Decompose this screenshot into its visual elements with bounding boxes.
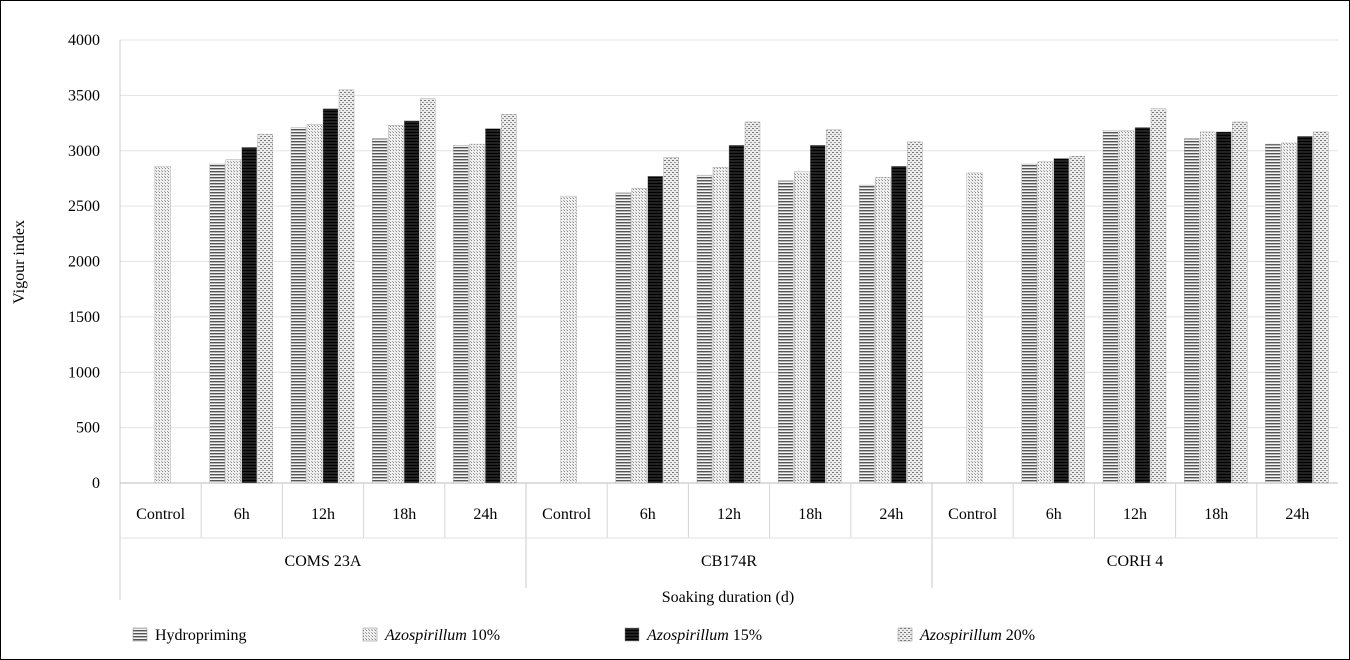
legend-label: Azospirillum 10% — [384, 627, 500, 644]
bar-azospirillum-10- — [225, 159, 242, 484]
bar-azospirillum-10- — [1118, 130, 1135, 484]
bar-control — [154, 166, 171, 484]
bar-azospirillum-10- — [1281, 142, 1297, 484]
bar-hydropriming — [1265, 143, 1281, 484]
y-tick-label: 1500 — [68, 309, 100, 326]
group-label: CORH 4 — [1107, 553, 1163, 570]
bar-azospirillum-20- — [338, 89, 355, 484]
x-axis-title: Soaking duration (d) — [662, 589, 794, 606]
bar-azospirillum-15- — [1297, 136, 1313, 484]
y-tick-label: 0 — [92, 475, 100, 492]
bar-azospirillum-15- — [1134, 127, 1151, 484]
bar-azospirillum-20- — [744, 121, 761, 484]
bar-hydropriming — [1102, 130, 1119, 484]
bar-azospirillum-20- — [907, 141, 923, 484]
bar-hydropriming — [453, 145, 469, 484]
bar-azospirillum-15- — [647, 176, 663, 484]
bar-hydropriming — [778, 180, 794, 484]
y-tick-label: 4000 — [68, 32, 100, 49]
bar-azospirillum-15- — [241, 147, 258, 484]
category-label: 12h — [311, 506, 335, 523]
legend-swatch — [132, 627, 148, 642]
bar-azospirillum-10- — [1199, 131, 1216, 484]
y-tick-label: 500 — [76, 420, 100, 437]
bar-azospirillum-15- — [1215, 131, 1232, 484]
bar-azospirillum-15- — [728, 145, 745, 484]
bar-azospirillum-20- — [1231, 121, 1248, 484]
category-label: Control — [136, 506, 185, 523]
bar-azospirillum-15- — [891, 166, 907, 484]
bar-azospirillum-15- — [485, 128, 501, 484]
legend-label: Hydropriming — [155, 627, 247, 644]
y-tick-label: 2000 — [68, 254, 100, 271]
bar-azospirillum-15- — [1053, 158, 1070, 484]
legend-label: Azospirillum 20% — [919, 627, 1035, 644]
category-label: 12h — [717, 506, 741, 523]
legend: Hydropriming Azospirillum 10% Azospirillum… — [132, 627, 1035, 644]
group-label: CB174R — [701, 553, 757, 570]
y-tick-label: 2500 — [68, 198, 100, 215]
bar-azospirillum-20- — [1313, 131, 1329, 484]
bar-azospirillum-15- — [322, 108, 339, 484]
bar-azospirillum-10- — [388, 125, 404, 484]
bars — [154, 89, 1329, 484]
bar-control — [966, 172, 983, 484]
bar-azospirillum-20- — [663, 157, 679, 484]
bar-azospirillum-10- — [469, 143, 485, 484]
y-tick-label: 1000 — [68, 364, 100, 381]
y-axis-title: Vigour index — [11, 220, 28, 304]
category-label: 18h — [798, 506, 822, 523]
y-tick-label: 3000 — [68, 143, 100, 160]
bar-azospirillum-20- — [1069, 156, 1086, 484]
bar-hydropriming — [615, 192, 631, 484]
category-label: 18h — [392, 506, 416, 523]
group-label: COMS 23A — [285, 553, 362, 570]
bar-azospirillum-15- — [810, 145, 826, 484]
bar-azospirillum-20- — [420, 98, 436, 484]
category-label: 6h — [640, 506, 656, 523]
y-tick-label: 3500 — [68, 87, 100, 104]
bar-hydropriming — [290, 127, 307, 484]
category-label: Control — [948, 506, 997, 523]
legend-swatch — [362, 627, 378, 642]
bar-azospirillum-20- — [1150, 108, 1167, 484]
category-label: 24h — [473, 506, 497, 523]
bar-azospirillum-20- — [826, 129, 842, 484]
category-label: 18h — [1204, 506, 1228, 523]
bar-azospirillum-15- — [404, 120, 420, 484]
bar-azospirillum-20- — [257, 133, 273, 484]
bar-hydropriming — [1021, 163, 1037, 484]
bar-control — [560, 195, 577, 484]
legend-swatch — [624, 627, 640, 642]
category-label: Control — [542, 506, 591, 523]
category-label: 24h — [879, 506, 903, 523]
bar-azospirillum-10- — [1037, 161, 1054, 484]
legend-label: Azospirillum 15% — [646, 627, 762, 644]
bar-hydropriming — [859, 184, 875, 484]
category-label: 6h — [1046, 506, 1062, 523]
bar-azospirillum-10- — [794, 171, 810, 484]
bar-hydropriming — [1183, 138, 1200, 484]
category-label: 6h — [234, 506, 250, 523]
bar-hydropriming — [696, 174, 713, 484]
bar-azospirillum-20- — [501, 114, 517, 484]
category-label: 24h — [1285, 506, 1309, 523]
bar-hydropriming — [209, 163, 226, 484]
category-label: 12h — [1123, 506, 1147, 523]
bar-azospirillum-10- — [306, 123, 323, 484]
bar-azospirillum-10- — [875, 177, 891, 484]
bar-azospirillum-10- — [631, 188, 647, 484]
category-axis: Control 6h 12h 18h 24h COMS 23A Control 6h 12h 18… — [120, 483, 1338, 588]
bar-azospirillum-10- — [712, 167, 729, 484]
bar-hydropriming — [372, 138, 388, 484]
legend-swatch — [897, 627, 913, 642]
